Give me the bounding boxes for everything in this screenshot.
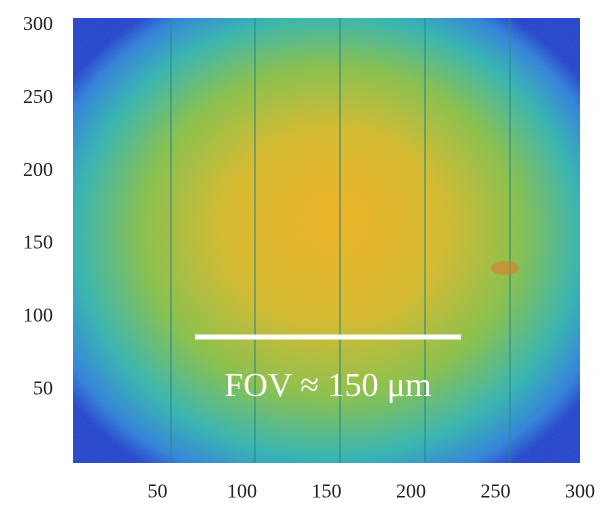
y-tick-label: 150 bbox=[23, 232, 53, 254]
x-tick-label: 200 bbox=[396, 481, 426, 503]
x-tick-label: 100 bbox=[227, 481, 257, 503]
x-tick-label: 150 bbox=[312, 481, 342, 503]
y-tick-label: 200 bbox=[23, 159, 53, 181]
x-tick-label: 300 bbox=[565, 481, 595, 503]
y-tick-label: 50 bbox=[33, 378, 53, 400]
heatmap-image bbox=[73, 18, 580, 463]
y-tick-label: 300 bbox=[23, 13, 53, 35]
x-tick-label: 50 bbox=[148, 481, 168, 503]
y-tick-label: 250 bbox=[23, 86, 53, 108]
annotation: FOV ≈ 150 μm bbox=[224, 367, 431, 404]
x-tick-label: 250 bbox=[481, 481, 511, 503]
y-tick-label: 100 bbox=[23, 305, 53, 327]
